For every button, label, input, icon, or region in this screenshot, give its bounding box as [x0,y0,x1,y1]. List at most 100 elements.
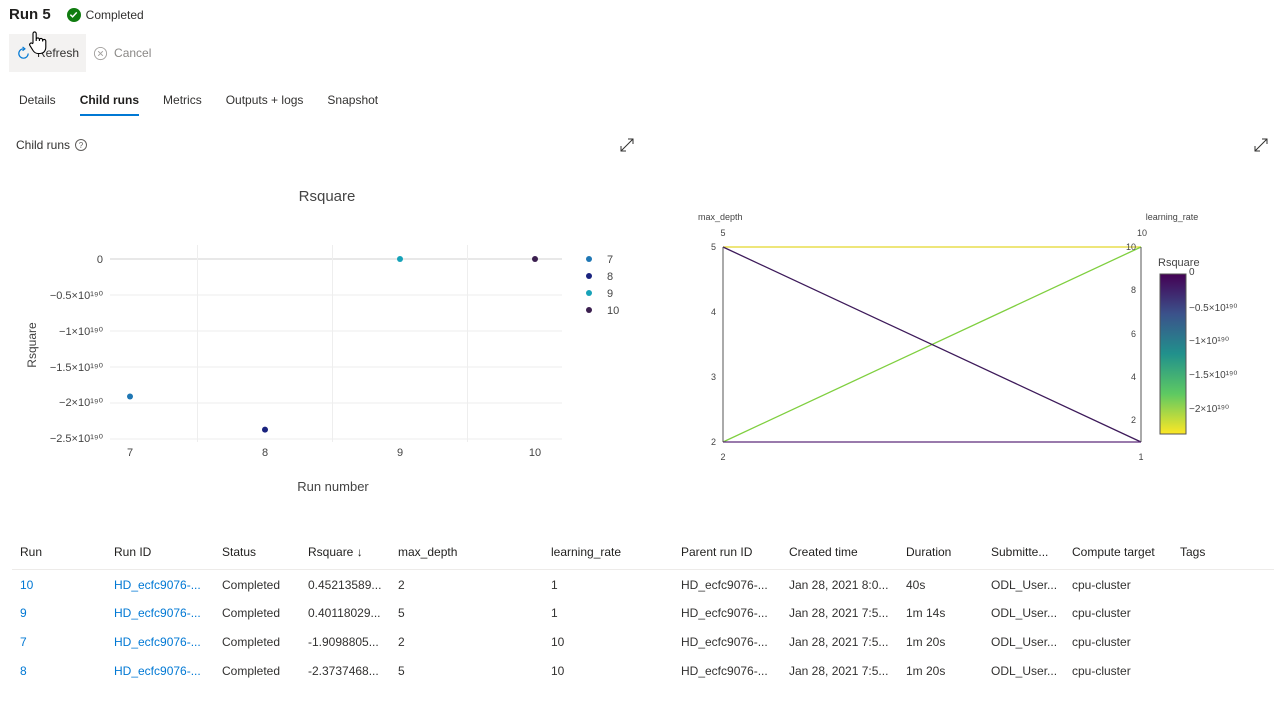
table-cell: Completed [222,577,281,592]
column-header[interactable]: Run [12,536,106,570]
table-cell[interactable]: 8 [20,663,27,678]
table-cell[interactable]: 7 [20,634,27,649]
x-tick-label: 8 [262,447,268,459]
scatter-grid [110,245,562,442]
refresh-button[interactable]: Refresh [9,34,87,72]
expand-chart-1-icon[interactable] [619,137,635,156]
column-header[interactable]: Duration [898,536,983,570]
tab-snapshot[interactable]: Snapshot [327,93,379,107]
status-text: Completed [85,7,144,22]
column-header[interactable]: Parent run ID [673,536,781,570]
refresh-label: Refresh [37,46,80,60]
table-cell: HD_ecfc9076-... [681,577,768,592]
table-cell[interactable]: HD_ecfc9076-... [114,605,201,620]
table-cell: -2.3737468... [308,663,379,678]
chart-legend: 7 8 9 10 [586,254,619,317]
table-cell[interactable]: HD_ecfc9076-... [114,634,201,649]
data-point[interactable] [262,426,268,433]
tick-label: 2 [1131,415,1136,425]
y-tick-label: −1×10¹⁹⁰ [59,326,104,338]
table-row[interactable]: 7 HD_ecfc9076-... Completed -1.9098805... 2 1… [12,627,1274,656]
table-cell [1172,656,1274,685]
parallel-line[interactable] [722,246,1142,443]
column-header[interactable]: Created time [781,536,898,570]
legend-item[interactable]: 9 [586,288,613,300]
legend-marker [586,290,592,296]
legend-item[interactable]: 10 [586,305,619,317]
page-title: Run 5 [9,6,51,23]
child-runs-table: Run Run ID Status Rsquare ↓ max_depth le… [12,536,1274,685]
table-cell: 0.40118029... [308,605,381,620]
help-icon[interactable]: ? [75,139,88,151]
parallel-lines [722,246,1142,443]
colorbar-tick: −0.5×10¹⁹⁰ [1189,303,1237,314]
cancel-label: Cancel [114,46,152,60]
rsquare-scatter-chart: Rsquare 0 −0.5×10¹⁹⁰ −1×10¹⁹⁰ −1.5×10¹⁹⁰… [25,188,619,494]
section-title: Child runs ? [16,138,88,152]
table-cell: Jan 28, 2021 7:5... [789,663,889,678]
column-header[interactable]: max_depth [390,536,543,570]
table-cell: ODL_User... [991,634,1058,649]
table-cell: ODL_User... [991,663,1058,678]
check-circle-icon [66,7,81,22]
tab-details[interactable]: Details [19,93,56,107]
y-tick-label: −0.5×10¹⁹⁰ [50,290,104,302]
table-cell: Jan 28, 2021 7:5... [789,605,889,620]
table-cell[interactable]: 10 [20,577,34,592]
table-cell: Completed [222,634,281,649]
table-cell: 5 [398,605,405,620]
table-cell: HD_ecfc9076-... [681,605,768,620]
expand-chart-2-icon[interactable] [1253,137,1269,156]
table-row[interactable]: 10 HD_ecfc9076-... Completed 0.45213589... 2… [12,569,1274,598]
column-header[interactable]: Tags [1172,536,1274,570]
table-row[interactable]: 9 HD_ecfc9076-... Completed 0.40118029... 5 1… [12,598,1274,627]
column-header[interactable]: Status [214,536,300,570]
table-row[interactable]: 8 HD_ecfc9076-... Completed -2.3737468... 5 1… [12,656,1274,685]
colorbar-tick: −1×10¹⁹⁰ [1189,336,1229,347]
table-cell: HD_ecfc9076-... [681,663,768,678]
colorbar-tick: −1.5×10¹⁹⁰ [1189,370,1237,381]
data-point[interactable] [532,256,538,262]
table-header-row: Run Run ID Status Rsquare ↓ max_depth le… [12,536,1274,570]
chart-title: Rsquare [299,188,356,205]
column-header[interactable]: Run ID [106,536,214,570]
table-cell[interactable]: HD_ecfc9076-... [114,577,201,592]
table-cell[interactable]: 9 [20,605,27,620]
x-tick-label: 10 [529,447,541,459]
cancel-button[interactable]: Cancel [86,34,158,72]
section-label: Child runs [16,138,71,152]
tab-child-runs[interactable]: Child runs [79,93,140,116]
table-cell: cpu-cluster [1072,605,1131,620]
column-header[interactable]: Rsquare ↓ [300,536,390,570]
data-point[interactable] [397,256,403,262]
tab-metrics[interactable]: Metrics [163,93,202,107]
column-header[interactable]: Submitte... [983,536,1064,570]
tick-label: 4 [711,307,716,317]
legend-marker [586,256,592,262]
colorbar-title: Rsquare [1158,257,1200,269]
y-tick-label: 0 [97,254,103,266]
legend-label: 8 [607,271,613,283]
refresh-icon [16,45,31,61]
axis-range-learning-rate: 10 [1137,228,1147,238]
y-axis-ticks: 0 −0.5×10¹⁹⁰ −1×10¹⁹⁰ −1.5×10¹⁹⁰ −2×10¹⁹… [50,254,104,445]
table-cell [1172,627,1274,656]
legend-item[interactable]: 7 [586,254,613,266]
table-cell: 1 [551,577,558,592]
tick-label: 2 [711,437,716,447]
tab-outputs-logs[interactable]: Outputs + logs [225,93,304,107]
learning-rate-ticks: 10 8 6 4 2 [1126,242,1136,425]
tick-label: 10 [1126,242,1136,252]
column-header[interactable]: learning_rate [543,536,673,570]
column-header[interactable]: Compute target [1064,536,1172,570]
run-header: Run 5 Completed [9,6,144,23]
table-cell: Completed [222,663,281,678]
tick-label: 4 [1131,372,1136,382]
table-cell: 10 [551,634,565,649]
legend-label: 9 [607,288,613,300]
table-cell[interactable]: HD_ecfc9076-... [114,663,201,678]
data-point[interactable] [127,393,133,400]
scatter-points [127,256,538,433]
legend-marker [586,273,592,279]
legend-item[interactable]: 8 [586,271,613,283]
